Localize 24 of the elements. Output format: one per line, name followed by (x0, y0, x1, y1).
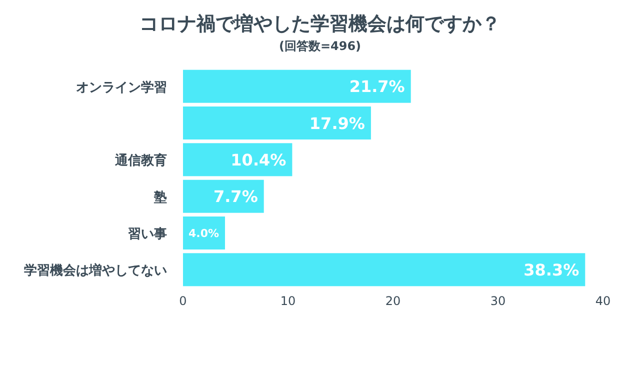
bar (183, 180, 264, 213)
bar (183, 216, 225, 250)
data-label: 17.9% (309, 114, 365, 133)
data-label: 4.0% (188, 226, 219, 240)
bar (183, 143, 292, 176)
bar (183, 106, 371, 140)
chart-title: コロナ禍で増やした学習機会は何ですか？ (140, 13, 500, 35)
y-tick-label: オンライン学習 (76, 80, 167, 96)
data-label: 38.3% (524, 260, 580, 280)
data-label: 10.4% (230, 150, 286, 170)
y-tick-label: 学習機会は増やしてない (24, 262, 167, 279)
x-tick-label: 0 (179, 294, 187, 308)
y-tick-label: 塾 (153, 189, 167, 206)
chart-subtitle: (回答数=496) (278, 39, 362, 53)
x-tick-label: 10 (280, 294, 296, 308)
data-label: 7.7% (213, 187, 258, 206)
x-tick-label: 30 (490, 294, 506, 308)
y-tick-label: 通信教育 (114, 152, 167, 169)
bar (183, 253, 586, 286)
data-label: 21.7% (349, 77, 405, 96)
bar (183, 70, 411, 103)
x-tick-label: 40 (595, 294, 611, 308)
x-tick-label: 20 (385, 294, 401, 308)
y-tick-label: 習い事 (128, 227, 167, 242)
